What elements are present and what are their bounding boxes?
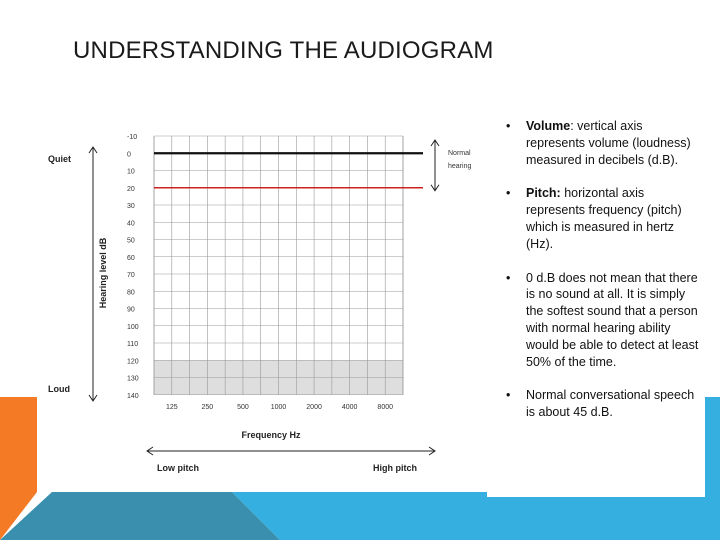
quiet-label: Quiet xyxy=(48,154,71,164)
y-tick-label: 0 xyxy=(127,151,131,158)
content-panel xyxy=(37,113,487,492)
y-tick-label: 90 xyxy=(127,307,135,314)
low-pitch-label: Low pitch xyxy=(157,463,199,473)
y-tick-label: 70 xyxy=(127,272,135,279)
y-axis-label: Hearing level dB xyxy=(98,237,108,308)
y-tick-label: 50 xyxy=(127,238,135,245)
high-pitch-label: High pitch xyxy=(373,463,417,473)
normal-hearing-label-2: hearing xyxy=(448,163,471,170)
bullet-bold: Pitch: xyxy=(526,186,561,201)
y-tick-label: 100 xyxy=(127,324,139,331)
bullet-item-pitch: • Pitch: horizontal axis represents frequ… xyxy=(506,186,682,251)
y-tick-label: 110 xyxy=(127,341,138,348)
y-tick-label: 130 xyxy=(127,376,139,383)
y-tick-label: 60 xyxy=(127,255,135,262)
high-pitch-arrow-head xyxy=(428,446,436,456)
audiogram-arrows xyxy=(88,146,436,456)
slide-title: UNDERSTANDING THE AUDIOGRAM xyxy=(73,37,494,64)
x-tick-label: 8000 xyxy=(377,404,393,411)
audiogram-labels: Quiet Loud Hearing level dB Normal heari… xyxy=(48,150,471,473)
x-tick-label: 500 xyxy=(237,404,249,411)
x-tick-label: 250 xyxy=(202,404,214,411)
y-tick-label: 10 xyxy=(127,169,135,176)
x-tick-label: 125 xyxy=(166,404,178,411)
bullet-text: 0 d.B does not mean that there is no sou… xyxy=(526,270,699,369)
loud-arrow-head xyxy=(88,394,98,402)
normal-hearing-label-1: Normal xyxy=(448,150,471,157)
x-axis-label: Frequency Hz xyxy=(241,430,301,440)
bullet-text: Normal conversational speech is about 45… xyxy=(526,388,695,420)
audiogram-figure: -10 0 10 20 30 40 50 60 70 80 90 100 110 120 130 140 125… xyxy=(48,134,471,473)
bullet-bold: Volume xyxy=(526,119,571,133)
y-tick-label: 140 xyxy=(127,393,139,400)
teal-accent xyxy=(0,492,280,540)
bullet-item-volume: • Volume: vertical axis represents volume… xyxy=(506,119,691,167)
loud-label: Loud xyxy=(48,384,70,394)
quiet-arrow-head xyxy=(88,146,98,154)
normal-range-arrow xyxy=(430,139,440,192)
x-tick-label: 2000 xyxy=(306,404,322,411)
bullet-list: • Volume: vertical axis represents volume… xyxy=(500,118,700,438)
y-tick-label: 80 xyxy=(127,289,135,296)
bullet-text: : vertical axis represents volume (loudn… xyxy=(526,119,691,167)
y-tick-label: -10 xyxy=(127,134,137,141)
x-tick-label: 1000 xyxy=(271,404,287,411)
orange-accent xyxy=(0,397,37,540)
y-tick-label: 20 xyxy=(127,186,135,193)
y-tick-label: 120 xyxy=(127,358,139,365)
y-tick-label: 30 xyxy=(127,203,135,210)
audiogram-lines xyxy=(154,139,440,192)
low-pitch-arrow-head xyxy=(146,446,154,456)
audiogram-grid: -10 0 10 20 30 40 50 60 70 80 90 100 110 120 130 140 125… xyxy=(127,134,404,411)
bullet-item-zero-db: • 0 d.B does not mean that there is no so… xyxy=(506,270,699,369)
text-panel xyxy=(487,113,705,497)
x-tick-label: 4000 xyxy=(342,404,358,411)
bullet-item-speech: • Normal conversational speech is about 4… xyxy=(506,388,695,420)
y-tick-label: 40 xyxy=(127,220,135,227)
bullet-text: horizontal axis represents frequency (pi… xyxy=(526,186,682,251)
